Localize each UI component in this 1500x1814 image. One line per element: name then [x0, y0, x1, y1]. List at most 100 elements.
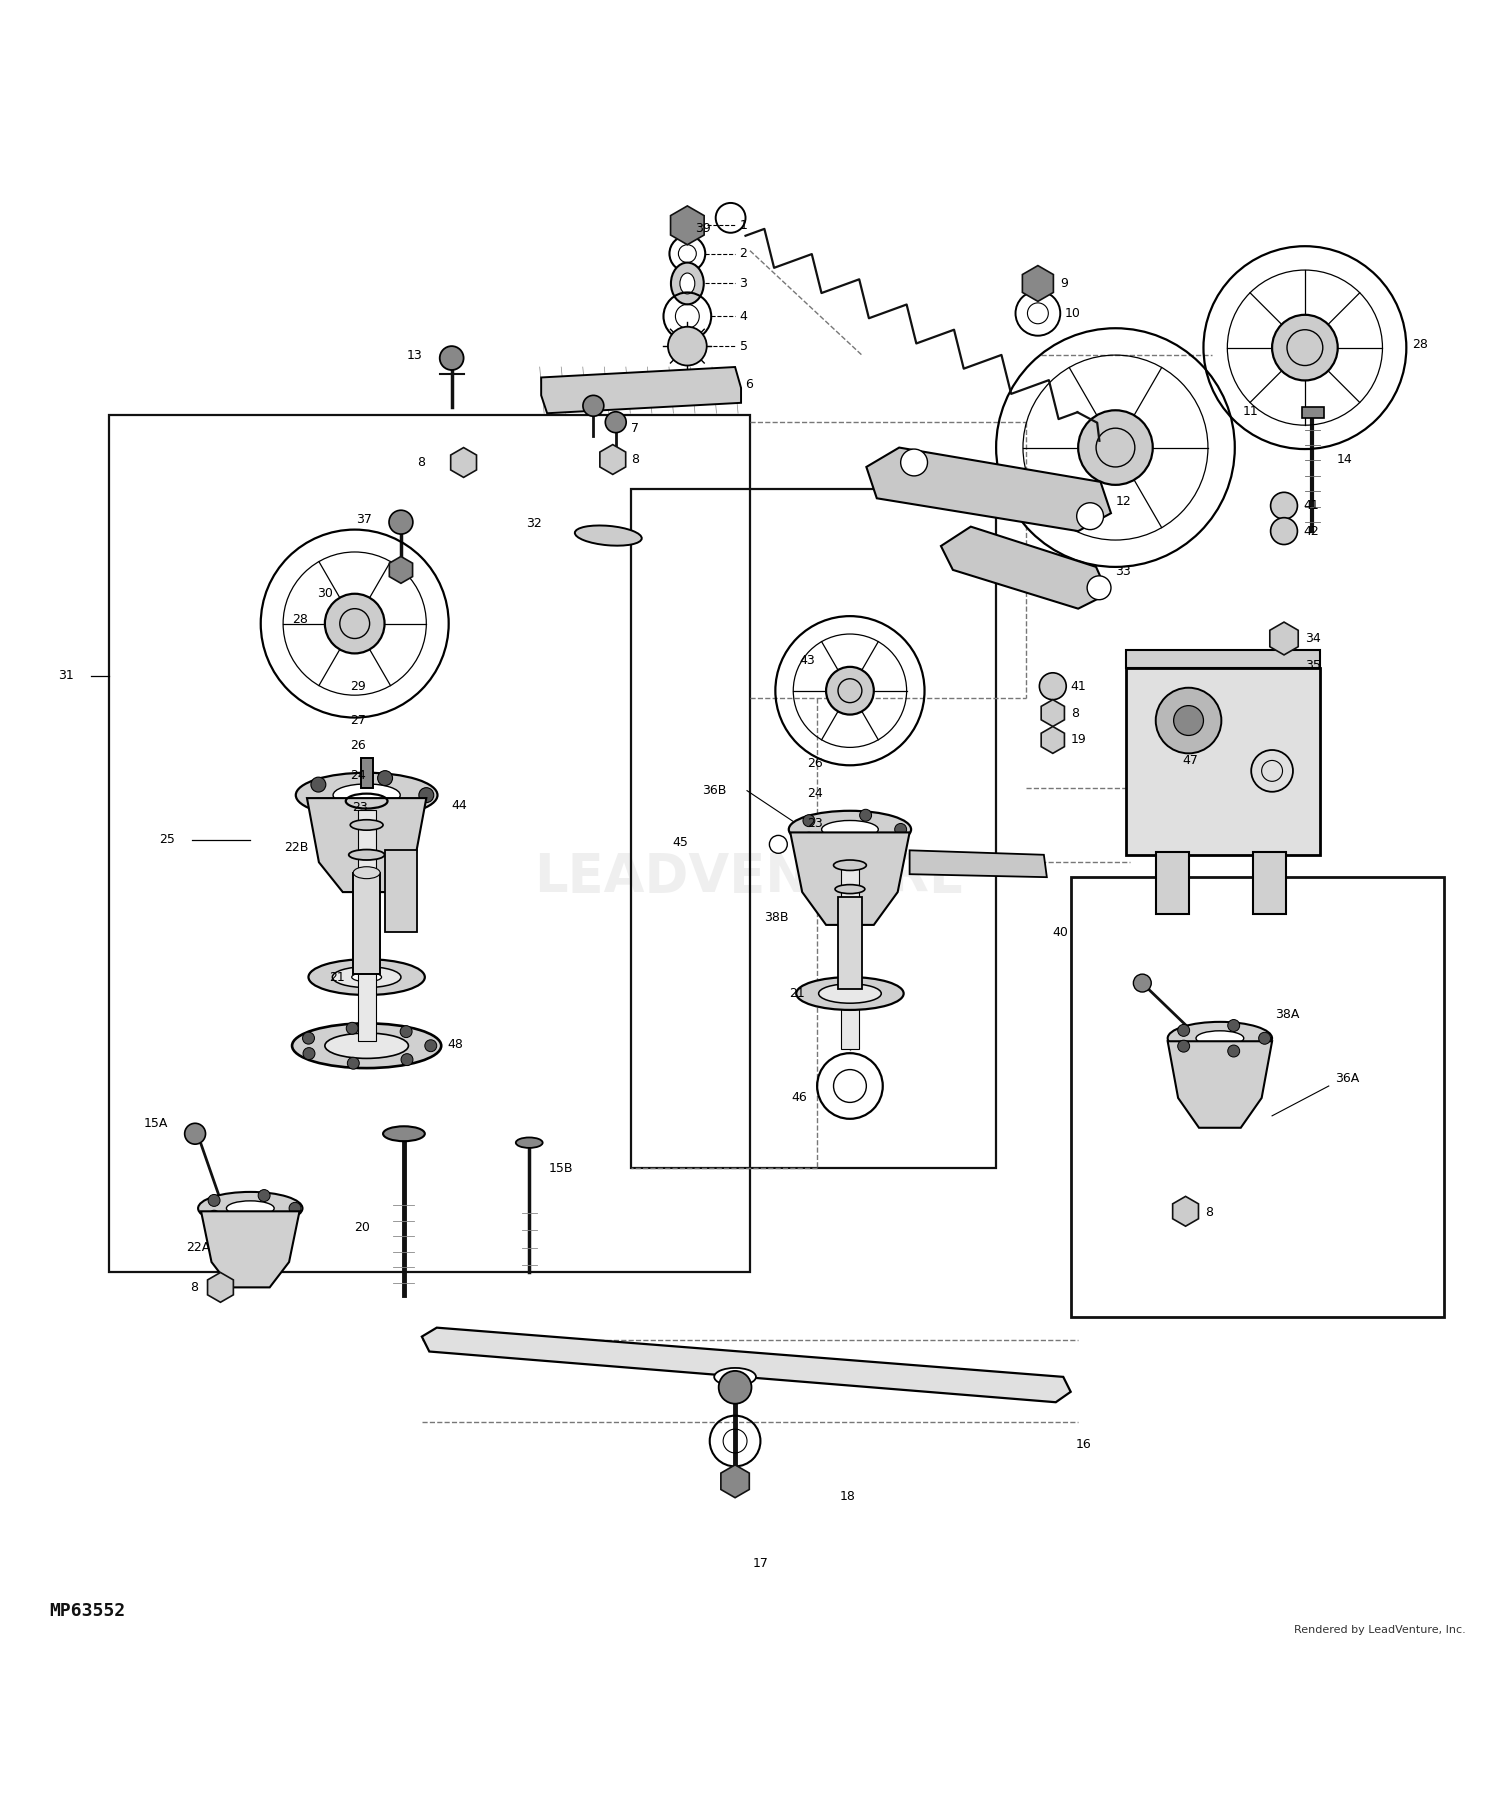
- Text: 15A: 15A: [144, 1117, 168, 1130]
- Circle shape: [1173, 706, 1203, 735]
- Circle shape: [400, 1025, 412, 1038]
- Circle shape: [209, 1210, 220, 1223]
- Circle shape: [668, 327, 706, 366]
- Ellipse shape: [789, 811, 910, 849]
- Circle shape: [326, 593, 384, 653]
- Ellipse shape: [796, 978, 903, 1010]
- Text: 27: 27: [350, 715, 366, 727]
- Bar: [842, 862, 860, 1048]
- Text: 4: 4: [740, 310, 747, 323]
- Ellipse shape: [309, 960, 424, 996]
- Circle shape: [606, 412, 625, 434]
- Circle shape: [676, 214, 698, 236]
- Circle shape: [584, 395, 604, 415]
- Text: 31: 31: [58, 669, 74, 682]
- Text: 48: 48: [447, 1038, 464, 1050]
- Text: 28: 28: [292, 613, 308, 626]
- Ellipse shape: [680, 274, 694, 294]
- Polygon shape: [390, 557, 412, 584]
- Bar: [357, 811, 375, 1041]
- Circle shape: [1040, 673, 1066, 700]
- Bar: [384, 851, 417, 932]
- Circle shape: [400, 1054, 412, 1065]
- Text: 35: 35: [1305, 658, 1322, 671]
- Text: 13: 13: [406, 348, 423, 361]
- Ellipse shape: [351, 972, 381, 981]
- Ellipse shape: [350, 820, 382, 831]
- Circle shape: [290, 1203, 302, 1214]
- Text: 29: 29: [350, 680, 366, 693]
- Ellipse shape: [714, 1368, 756, 1386]
- Polygon shape: [1173, 1197, 1198, 1226]
- Text: 9: 9: [1060, 278, 1068, 290]
- Text: MP63552: MP63552: [50, 1602, 124, 1620]
- Circle shape: [258, 1190, 270, 1201]
- Text: 33: 33: [1116, 564, 1131, 579]
- Text: 6: 6: [746, 379, 753, 392]
- Polygon shape: [867, 448, 1112, 532]
- Circle shape: [1029, 274, 1047, 292]
- Circle shape: [440, 346, 464, 370]
- Circle shape: [1078, 410, 1152, 484]
- Text: 8: 8: [1071, 707, 1078, 720]
- Circle shape: [802, 814, 814, 827]
- Circle shape: [827, 668, 874, 715]
- Text: 8: 8: [630, 454, 639, 466]
- Circle shape: [802, 833, 814, 844]
- Bar: [839, 896, 862, 989]
- Text: 41: 41: [1304, 499, 1318, 512]
- Bar: [630, 490, 996, 1168]
- Polygon shape: [722, 1466, 750, 1498]
- Text: 7: 7: [630, 421, 639, 435]
- Polygon shape: [308, 798, 426, 892]
- Text: 26: 26: [807, 756, 822, 771]
- Text: 10: 10: [1065, 307, 1080, 319]
- Ellipse shape: [834, 860, 867, 871]
- Polygon shape: [450, 448, 477, 477]
- Bar: [1126, 651, 1320, 668]
- Ellipse shape: [333, 967, 400, 987]
- Text: 1: 1: [740, 219, 747, 232]
- Polygon shape: [207, 1272, 234, 1302]
- Bar: [1302, 408, 1324, 417]
- Text: 38A: 38A: [1275, 1009, 1299, 1021]
- Text: 41: 41: [1071, 680, 1086, 693]
- Circle shape: [310, 776, 326, 793]
- Text: 14: 14: [1336, 454, 1352, 466]
- Circle shape: [378, 771, 393, 785]
- Text: 22A: 22A: [186, 1241, 210, 1253]
- Circle shape: [424, 1039, 436, 1052]
- Text: 36B: 36B: [702, 784, 726, 796]
- Text: 30: 30: [318, 588, 333, 600]
- Polygon shape: [422, 1328, 1071, 1402]
- Circle shape: [894, 824, 906, 836]
- Text: 2: 2: [740, 247, 747, 259]
- Bar: [1155, 853, 1188, 914]
- Text: 25: 25: [159, 833, 176, 847]
- Text: 43: 43: [800, 655, 814, 668]
- Text: 17: 17: [753, 1556, 770, 1569]
- Ellipse shape: [198, 1192, 303, 1224]
- Ellipse shape: [822, 820, 879, 838]
- Circle shape: [303, 1048, 315, 1059]
- Ellipse shape: [226, 1201, 274, 1215]
- Text: 3: 3: [740, 278, 747, 290]
- Text: 23: 23: [351, 800, 368, 813]
- Polygon shape: [1041, 700, 1065, 727]
- Text: 8: 8: [1204, 1206, 1214, 1219]
- Ellipse shape: [836, 885, 866, 894]
- Text: LEADVENTURE: LEADVENTURE: [534, 851, 966, 903]
- Circle shape: [258, 1215, 270, 1226]
- Text: 12: 12: [1116, 495, 1131, 508]
- Circle shape: [1178, 1039, 1190, 1052]
- Text: 8: 8: [190, 1281, 198, 1293]
- Circle shape: [1227, 1019, 1239, 1032]
- Text: 44: 44: [452, 798, 468, 813]
- Text: 11: 11: [1242, 405, 1258, 419]
- Text: 23: 23: [807, 816, 822, 831]
- Text: 36A: 36A: [1335, 1072, 1359, 1085]
- Text: 24: 24: [350, 769, 366, 782]
- Text: 16: 16: [1076, 1437, 1090, 1451]
- Ellipse shape: [670, 263, 704, 305]
- Circle shape: [1270, 517, 1298, 544]
